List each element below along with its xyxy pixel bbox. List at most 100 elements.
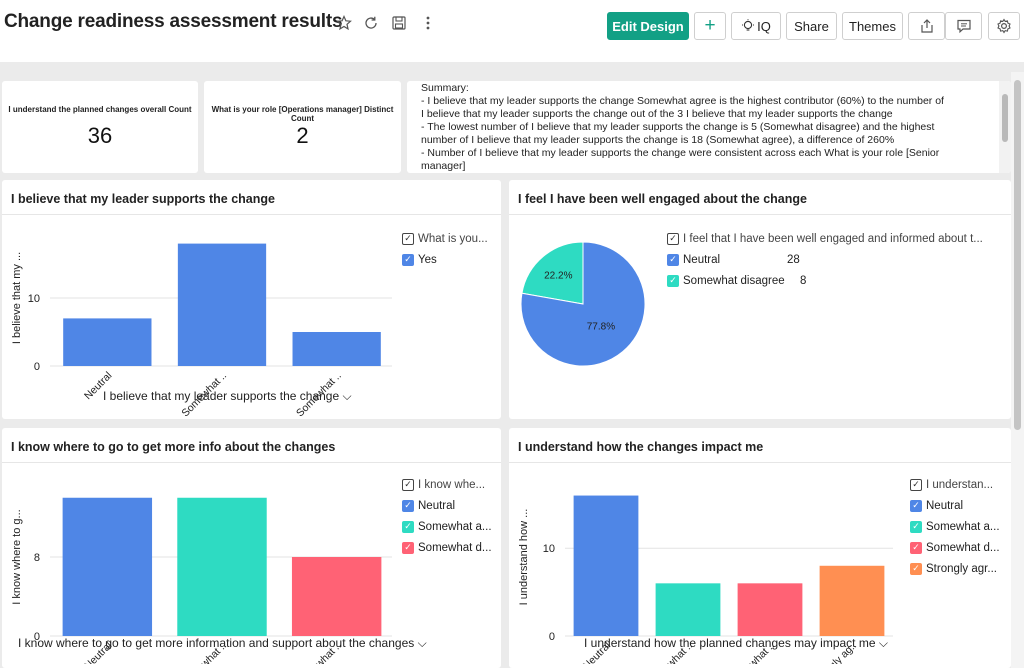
y-axis-title: I believe that my ... [11, 252, 23, 344]
checkbox-icon: ✓ [402, 541, 414, 554]
edit-design-button[interactable]: Edit Design [607, 12, 689, 40]
checkbox-icon: ✓ [402, 499, 414, 512]
summary-line: - The lowest number of I believe that my… [421, 121, 935, 133]
legend-item-somewhat-disagree[interactable]: ✓ Somewhat d... [402, 537, 498, 558]
kpi-value: 2 [296, 123, 309, 148]
settings-button[interactable] [988, 12, 1020, 40]
star-icon[interactable] [334, 13, 354, 33]
y-axis-title: I know where to g... [11, 509, 23, 604]
chart-title: I understand how the changes impact me [518, 440, 764, 454]
export-button[interactable] [908, 12, 945, 40]
bar[interactable] [737, 583, 803, 636]
summary-line: I believe that my leader supports the ch… [421, 108, 893, 120]
add-button[interactable]: + [694, 12, 726, 40]
kpi-card-role-count[interactable]: What is your role [Operations manager] D… [204, 81, 401, 173]
divider [509, 462, 1011, 463]
more-options-icon[interactable] [418, 13, 438, 33]
legend-item-neutral[interactable]: ✓ Neutral [910, 495, 1008, 516]
themes-button[interactable]: Themes [842, 12, 903, 40]
bar[interactable] [177, 243, 267, 366]
chart-card-impact[interactable]: I understand how the changes impact me I… [509, 428, 1011, 668]
kpi-label: What is your role [Operations manager] D… [211, 105, 394, 123]
dashboard-canvas: I understand the planned changes overall… [0, 62, 1024, 668]
refresh-icon[interactable] [361, 13, 381, 33]
comment-button[interactable] [945, 12, 982, 40]
x-axis-label[interactable]: I know where to go to get more informati… [18, 636, 427, 651]
checkbox-icon: ✓ [667, 253, 679, 266]
divider [2, 462, 501, 463]
dashboard-header: Change readiness assessment results Edit… [0, 0, 1024, 62]
share-button[interactable]: Share [786, 12, 837, 40]
x-axis-label[interactable]: I understand how the planned changes may… [584, 636, 888, 651]
pie-slice[interactable] [520, 241, 646, 367]
legend-item-somewhat-agree[interactable]: ✓ Somewhat a... [910, 516, 1008, 537]
chart-title: I know where to go to get more info abou… [11, 440, 336, 454]
pie-slice-label: 77.8% [587, 321, 615, 332]
x-axis-label-text: I believe that my leader supports the ch… [103, 389, 340, 403]
page-scrollbar[interactable] [1011, 72, 1024, 668]
summary-line: manager] [421, 160, 466, 172]
chevron-down-icon: ⌵ [417, 636, 427, 650]
iq-label: IQ [757, 18, 771, 34]
y-tick-label: 10 [543, 543, 555, 555]
legend-item-somewhat-disagree[interactable]: ✓ Somewhat d... [910, 537, 1008, 558]
legend-item-somewhat-disagree[interactable]: ✓ Somewhat disagree 8 [667, 270, 1003, 291]
legend-title[interactable]: ✓ I feel that I have been well engaged an… [667, 228, 1003, 249]
checkbox-icon: ✓ [402, 520, 414, 533]
divider [2, 214, 501, 215]
bar[interactable] [573, 495, 639, 636]
save-icon[interactable] [389, 13, 409, 33]
pie-slice-label: 22.2% [544, 271, 572, 282]
kpi-card-changes-count[interactable]: I understand the planned changes overall… [2, 81, 198, 173]
iq-button[interactable]: IQ [731, 12, 781, 40]
checkbox-icon: ✓ [910, 499, 922, 512]
bar[interactable] [63, 318, 152, 366]
checkbox-icon: ✓ [910, 541, 922, 554]
comment-icon [956, 19, 971, 34]
page-scroll-thumb[interactable] [1014, 80, 1021, 430]
legend-item-neutral[interactable]: ✓ Neutral 28 [667, 249, 1003, 270]
bar[interactable] [62, 497, 153, 636]
pie-slice[interactable] [521, 241, 584, 305]
bar-chart-info: I know where to g...80NeutralSomewhat ..… [11, 497, 392, 664]
bar[interactable] [819, 565, 885, 636]
divider [509, 214, 1011, 215]
x-axis-label-text: I understand how the planned changes may… [584, 636, 876, 650]
summary-scroll-thumb[interactable] [1002, 94, 1008, 142]
legend-item-strongly-agree[interactable]: ✓ Strongly agr... [910, 558, 1008, 579]
legend-item-yes[interactable]: ✓ Yes [402, 249, 498, 270]
legend-item-somewhat-agree[interactable]: ✓ Somewhat a... [402, 516, 498, 537]
legend-item-neutral[interactable]: ✓ Neutral [402, 495, 498, 516]
lightbulb-icon [742, 19, 755, 31]
x-axis-label[interactable]: I believe that my leader supports the ch… [103, 389, 352, 404]
chart-card-leader-support[interactable]: I believe that my leader supports the ch… [2, 180, 501, 419]
chevron-down-icon: ⌵ [342, 389, 352, 403]
pie-chart-engaged: 22.2% 77.8% [520, 241, 646, 367]
summary-line: - Number of I believe that my leader sup… [421, 147, 940, 159]
x-axis-label-text: I know where to go to get more informati… [18, 636, 415, 650]
y-tick-label: 10 [28, 293, 40, 305]
legend-title[interactable]: ✓ What is you... [402, 228, 498, 249]
chart-card-engaged[interactable]: I feel I have been well engaged about th… [509, 180, 1011, 419]
checkbox-icon: ✓ [402, 232, 414, 245]
chart-card-more-info[interactable]: I know where to go to get more info abou… [2, 428, 501, 668]
export-icon [920, 19, 933, 33]
bar[interactable] [292, 332, 381, 366]
chart-legend: ✓ I understan... ✓ Neutral ✓ Somewhat a... … [910, 474, 1008, 579]
summary-text: Summary: - I believe that my leader supp… [421, 82, 989, 173]
bar[interactable] [291, 557, 382, 636]
bar[interactable] [177, 497, 267, 636]
summary-line: number of I believe that my leader suppo… [421, 134, 895, 146]
checkbox-icon: ✓ [667, 232, 679, 245]
y-tick-label: 0 [34, 361, 40, 373]
summary-card[interactable]: Summary: - I believe that my leader supp… [407, 81, 1011, 173]
summary-scrollbar[interactable] [999, 81, 1011, 173]
summary-line: - I believe that my leader supports the … [421, 95, 944, 107]
legend-title[interactable]: ✓ I know whe... [402, 474, 498, 495]
checkbox-icon: ✓ [910, 520, 922, 533]
gear-icon [997, 18, 1011, 34]
legend-title[interactable]: ✓ I understan... [910, 474, 1008, 495]
bar[interactable] [655, 583, 721, 636]
